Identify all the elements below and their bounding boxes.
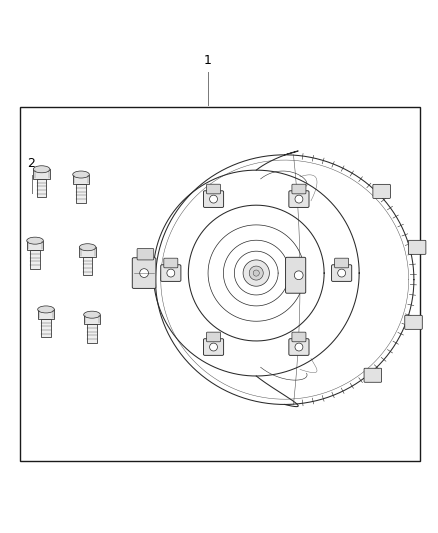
FancyBboxPatch shape (206, 332, 220, 342)
FancyBboxPatch shape (286, 257, 306, 293)
Ellipse shape (38, 306, 54, 313)
FancyBboxPatch shape (137, 248, 154, 260)
Ellipse shape (84, 311, 100, 318)
Circle shape (295, 343, 303, 351)
Ellipse shape (27, 237, 43, 244)
Circle shape (209, 195, 217, 203)
Circle shape (294, 271, 303, 280)
Circle shape (295, 195, 303, 203)
Text: 1: 1 (204, 54, 212, 67)
FancyBboxPatch shape (373, 184, 390, 198)
Polygon shape (79, 247, 96, 257)
FancyBboxPatch shape (289, 191, 309, 207)
Polygon shape (38, 310, 54, 319)
FancyBboxPatch shape (164, 258, 178, 268)
Polygon shape (249, 266, 263, 280)
FancyBboxPatch shape (364, 368, 381, 382)
Text: 2: 2 (28, 157, 35, 170)
FancyBboxPatch shape (408, 240, 426, 254)
Polygon shape (253, 270, 259, 276)
FancyBboxPatch shape (203, 338, 223, 356)
Polygon shape (33, 169, 50, 179)
FancyBboxPatch shape (161, 265, 181, 281)
FancyBboxPatch shape (292, 332, 306, 342)
Circle shape (338, 269, 346, 277)
Polygon shape (76, 184, 86, 203)
Polygon shape (30, 251, 40, 269)
Circle shape (167, 269, 175, 277)
FancyBboxPatch shape (332, 265, 352, 281)
FancyBboxPatch shape (207, 184, 220, 194)
Circle shape (209, 343, 217, 351)
Polygon shape (84, 314, 100, 324)
FancyBboxPatch shape (132, 258, 156, 288)
Circle shape (140, 269, 148, 278)
FancyBboxPatch shape (335, 258, 349, 268)
FancyBboxPatch shape (292, 184, 306, 194)
Polygon shape (27, 241, 43, 251)
Polygon shape (243, 260, 269, 286)
Bar (20, 107, 420, 462)
Polygon shape (37, 179, 46, 197)
Ellipse shape (33, 166, 50, 173)
FancyBboxPatch shape (289, 338, 309, 356)
Ellipse shape (73, 171, 89, 178)
FancyBboxPatch shape (405, 316, 422, 329)
Polygon shape (41, 319, 51, 337)
Ellipse shape (79, 244, 96, 251)
Polygon shape (83, 257, 92, 275)
Polygon shape (87, 324, 97, 343)
FancyBboxPatch shape (203, 191, 223, 207)
Polygon shape (73, 174, 89, 184)
